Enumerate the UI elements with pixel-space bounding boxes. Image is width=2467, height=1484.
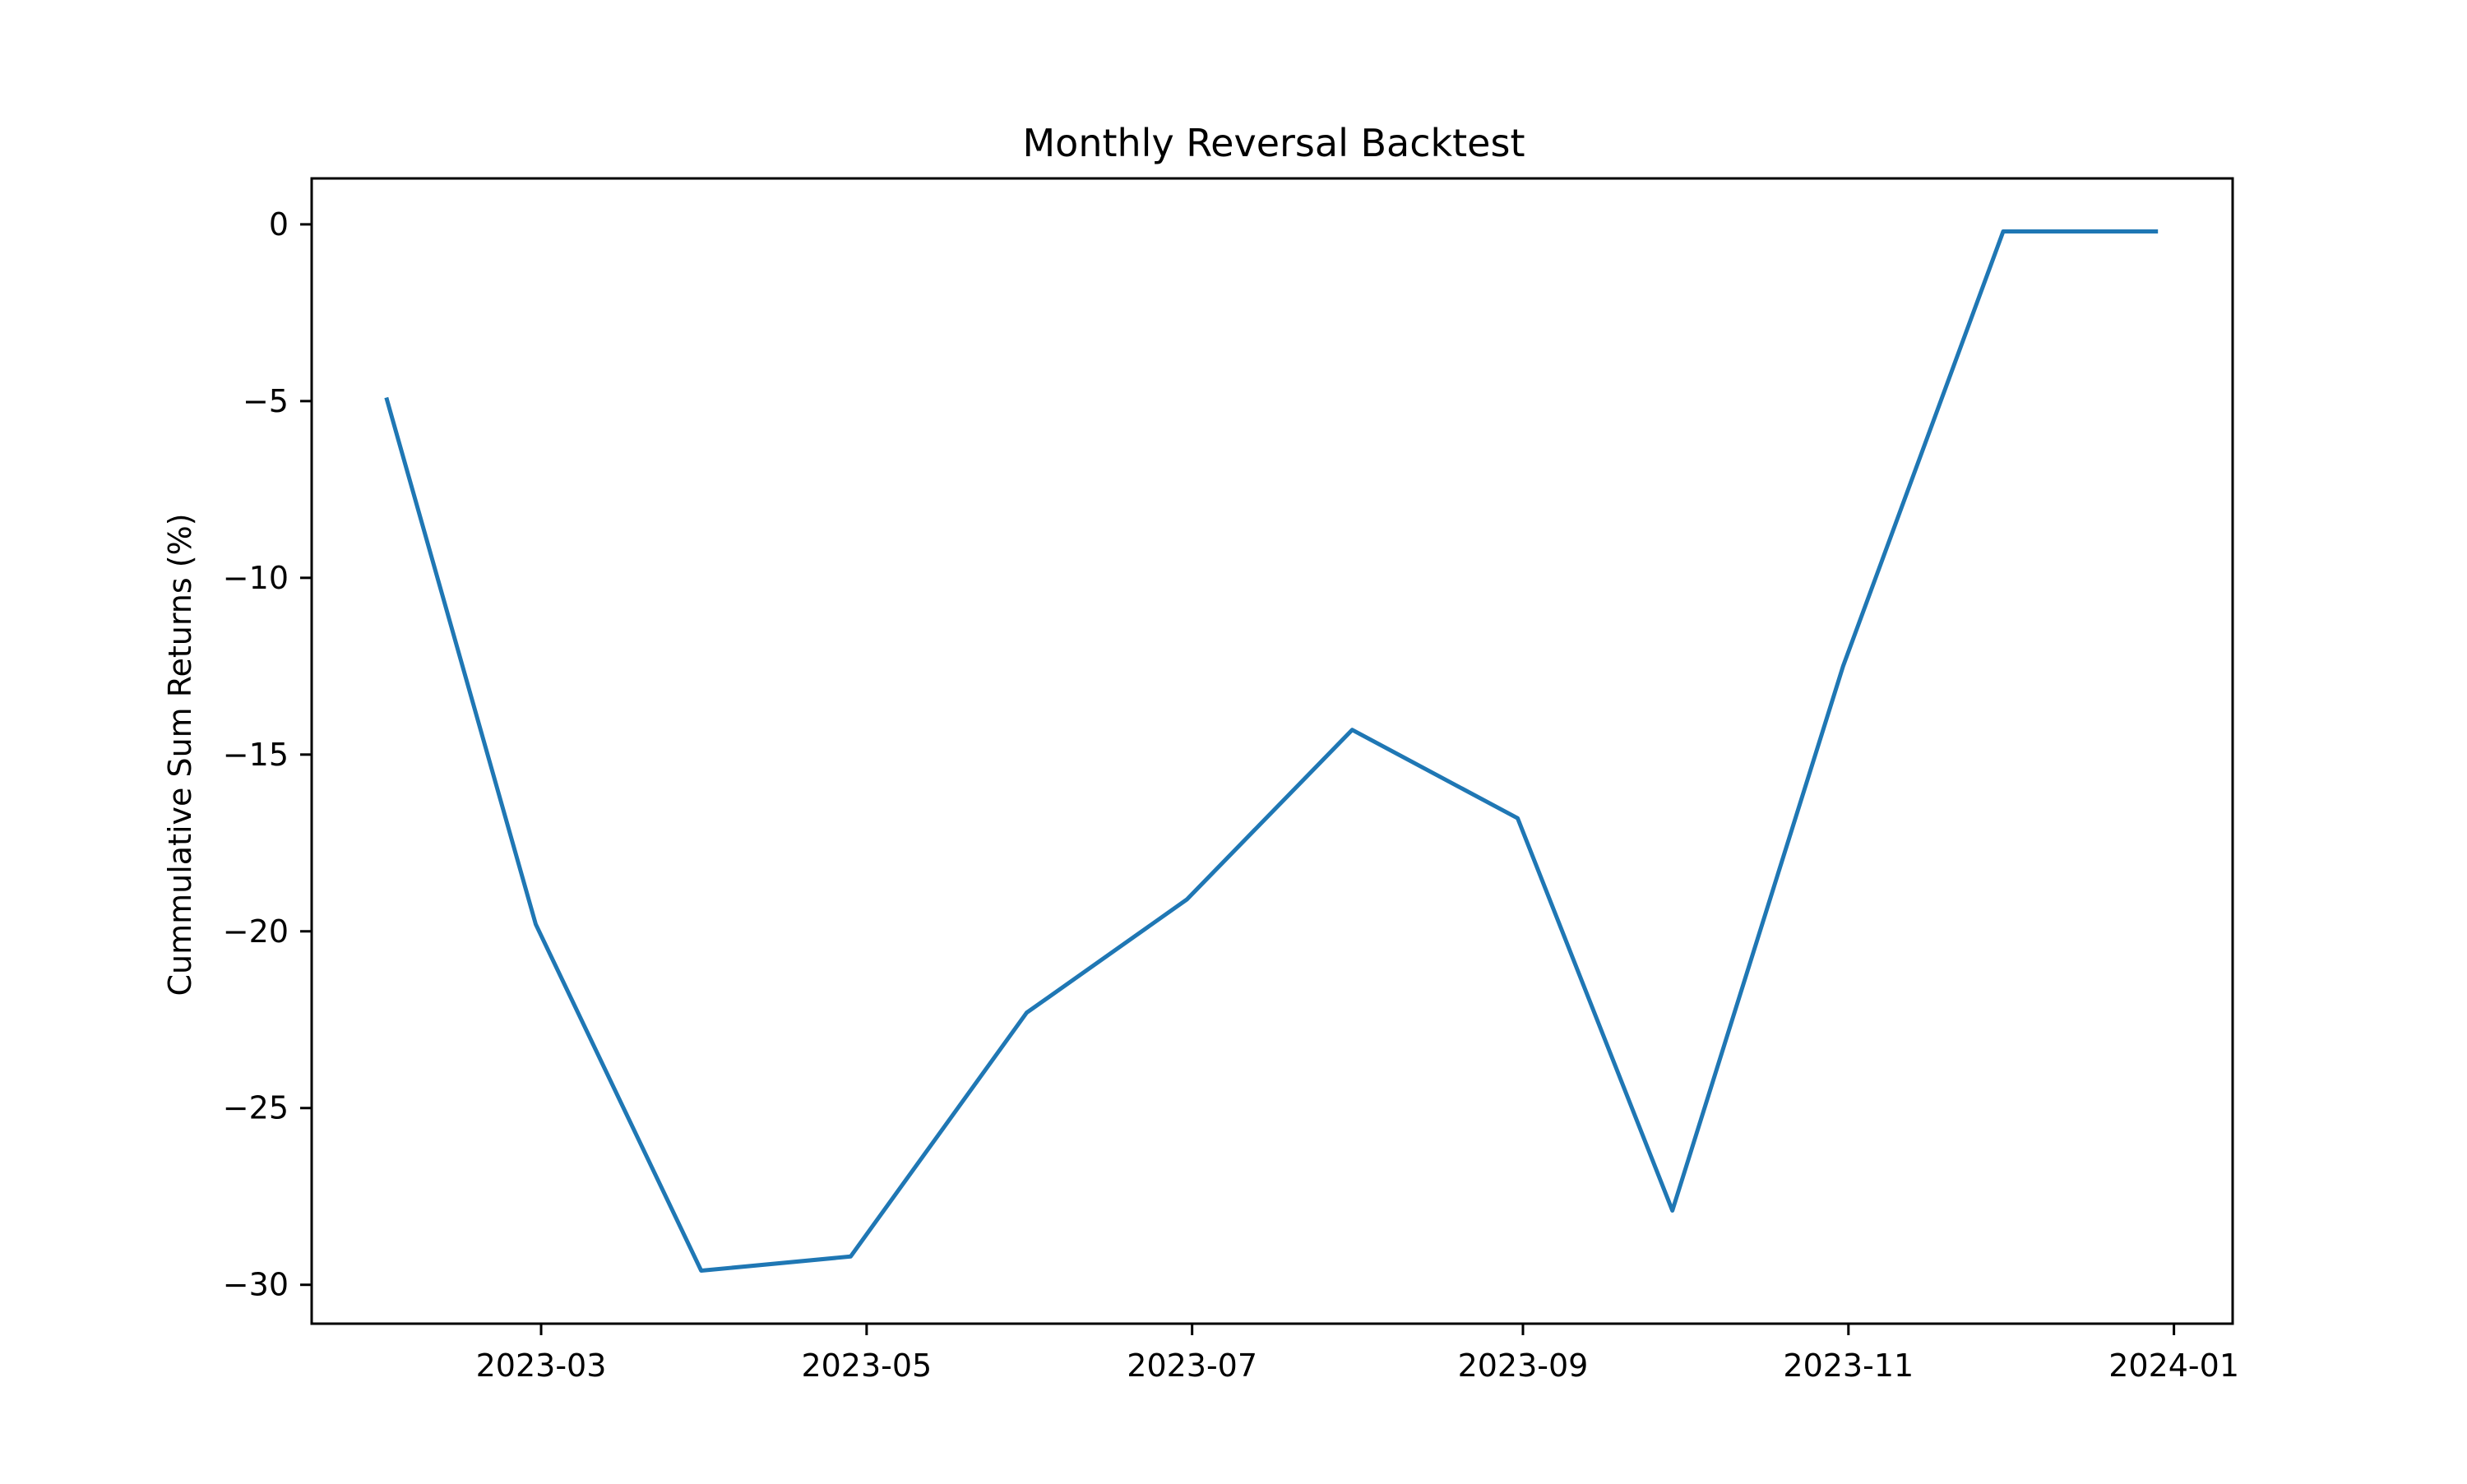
y-tick-label: 0 <box>269 206 289 243</box>
y-tick-label: −20 <box>223 913 289 950</box>
ticks-layer: 2023-03 2023-05 2023-07 2023-09 2023-11 2024-… <box>223 206 2239 1384</box>
x-tick-label: 2023-03 <box>476 1348 607 1384</box>
y-axis-label: Cummulative Sum Returns (%) <box>162 513 198 996</box>
series-layer <box>384 229 2159 1273</box>
chart-title: Monthly Reversal Backtest <box>1022 121 1525 165</box>
y-tick-label: −25 <box>223 1090 289 1126</box>
x-tick-label: 2024-01 <box>2108 1348 2239 1384</box>
y-tick-label: −15 <box>223 737 289 773</box>
x-tick-label: 2023-11 <box>1783 1348 1914 1384</box>
plot-frame <box>310 177 2234 1325</box>
x-tick-label: 2023-07 <box>1127 1348 1257 1384</box>
y-tick-label: −10 <box>223 560 289 596</box>
y-tick-label: −30 <box>223 1267 289 1303</box>
x-tick-label: 2023-05 <box>801 1348 932 1384</box>
series-line <box>384 229 2159 1273</box>
y-tick-label: −5 <box>243 383 289 419</box>
x-tick-label: 2023-09 <box>1458 1348 1589 1384</box>
